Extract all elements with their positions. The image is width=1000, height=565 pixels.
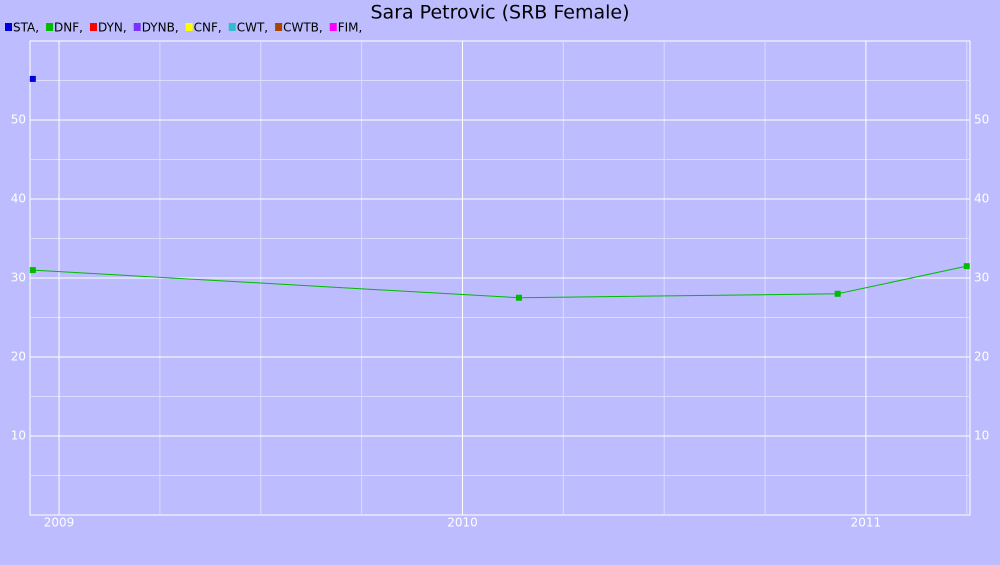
legend-swatch — [46, 23, 54, 31]
y-tick-label: 30 — [11, 271, 26, 285]
y-tick-label: 10 — [11, 429, 26, 443]
marker — [29, 267, 36, 274]
marker — [963, 263, 970, 270]
y-tick-label: 20 — [11, 350, 26, 364]
legend-label: DNF, — [54, 21, 83, 35]
legend-swatch — [329, 23, 337, 31]
y2-tick-label: 20 — [974, 350, 989, 364]
marker — [515, 294, 522, 301]
y-tick-label: 40 — [11, 192, 26, 206]
legend-swatch — [133, 23, 141, 31]
legend-swatch — [228, 23, 236, 31]
y2-tick-label: 10 — [974, 429, 989, 443]
y2-tick-label: 30 — [974, 271, 989, 285]
x-tick-label: 2010 — [447, 516, 478, 530]
chart-title: Sara Petrovic (SRB Female) — [370, 2, 629, 24]
x-tick-label: 2009 — [44, 516, 75, 530]
y2-tick-label: 50 — [974, 113, 989, 127]
legend-label: CWTB, — [283, 21, 323, 35]
legend-label: CNF, — [194, 21, 222, 35]
marker — [834, 290, 841, 297]
legend-label: FIM, — [338, 21, 363, 35]
legend-label: DYNB, — [142, 21, 179, 35]
legend-label: STA, — [13, 21, 39, 35]
y-tick-label: 50 — [11, 113, 26, 127]
legend-swatch — [275, 23, 283, 31]
legend-swatch — [89, 23, 97, 31]
marker — [29, 75, 36, 82]
legend-label: DYN, — [98, 21, 127, 35]
line — [32, 265, 967, 299]
legend-swatch — [5, 23, 12, 31]
y2-tick-label: 40 — [974, 192, 989, 206]
legend-label: CWT, — [237, 21, 268, 35]
legend-swatch — [185, 23, 193, 31]
x-tick-label: 2011 — [851, 516, 882, 530]
